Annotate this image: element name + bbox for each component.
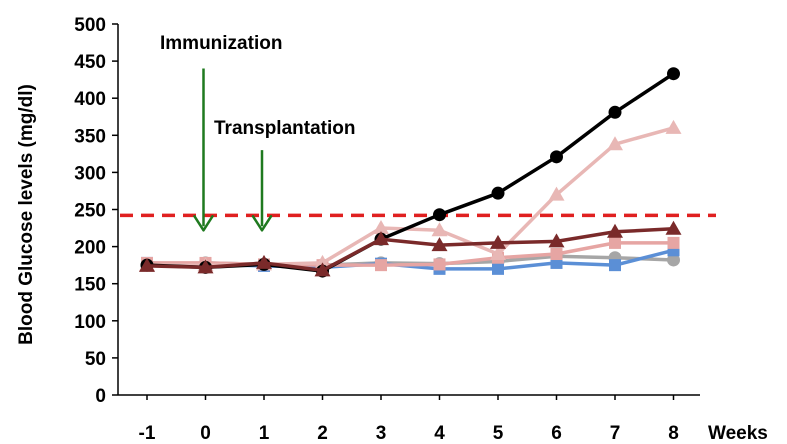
x-tick-label: 7 [610, 423, 621, 444]
data-point [667, 236, 680, 249]
data-point [256, 254, 272, 269]
annotation-0: Immunization [160, 33, 282, 232]
y-tick-label: 500 [74, 15, 106, 36]
x-tick-label: 5 [493, 423, 504, 444]
data-point [373, 231, 389, 246]
data-point [197, 259, 214, 274]
data-point [373, 220, 389, 235]
data-point [431, 237, 448, 252]
data-point [550, 150, 563, 164]
y-tick-label: 400 [74, 89, 106, 110]
series-line [146, 227, 674, 273]
data-point [433, 258, 446, 271]
y-tick-label: 200 [74, 238, 106, 259]
data-point [667, 67, 680, 81]
data-point [609, 259, 621, 272]
x-tick-label: 1 [259, 423, 270, 444]
x-tick-label: 2 [317, 423, 328, 444]
x-tick-label: 6 [551, 423, 562, 444]
x-tick-label: 0 [200, 423, 211, 444]
x-tick-label: 4 [434, 423, 445, 444]
data-point [608, 105, 622, 119]
data-point [431, 222, 448, 237]
y-tick-label: 50 [85, 349, 106, 370]
x-axis-title: Weeks [708, 423, 768, 444]
annotation-label: Immunization [160, 33, 282, 54]
axes-layer: 0 50 100 150 200 250 300 350 400 450 500 -1 0 1 2 3 4 5 6 7… [16, 15, 768, 444]
series-layer [139, 67, 682, 278]
annotation-arrow-head [251, 215, 273, 232]
annotation-label: Transplantation [214, 118, 355, 139]
x-tick-label: 8 [668, 423, 679, 444]
data-point [607, 136, 623, 151]
y-axis-title: Blood Glucose levels (mg/dl) [16, 84, 37, 345]
y-tick-label: 250 [74, 201, 106, 222]
data-point [139, 257, 155, 272]
y-tick-label: 300 [74, 163, 106, 184]
y-tick-label: 0 [95, 386, 106, 407]
data-point [550, 248, 563, 261]
data-point [665, 220, 682, 235]
data-point [314, 254, 331, 269]
y-tick-label: 350 [74, 126, 106, 147]
series-5 [139, 220, 682, 277]
data-point [609, 236, 621, 249]
data-point [490, 246, 506, 261]
series-1 [141, 244, 680, 275]
x-tick-label: -1 [139, 423, 156, 444]
y-tick-label: 150 [74, 275, 106, 296]
series-0 [140, 249, 680, 272]
y-tick-label: 100 [74, 312, 106, 333]
data-point [492, 262, 504, 275]
data-point [433, 208, 446, 222]
annotation-arrow-head [193, 215, 214, 232]
data-point [548, 233, 565, 248]
x-tick-label: 3 [376, 423, 387, 444]
series-line [147, 126, 674, 267]
annotation-1: Transplantation [214, 118, 355, 232]
data-point [314, 262, 331, 277]
data-point [607, 223, 623, 238]
data-point [490, 234, 506, 249]
data-point [548, 186, 565, 201]
annotation-layer: Immunization Transplantation [160, 33, 355, 232]
data-point [667, 253, 680, 267]
data-point [665, 119, 682, 134]
data-point [491, 186, 505, 200]
y-tick-label: 450 [74, 52, 106, 73]
data-point [375, 259, 387, 272]
series-3 [139, 119, 682, 272]
